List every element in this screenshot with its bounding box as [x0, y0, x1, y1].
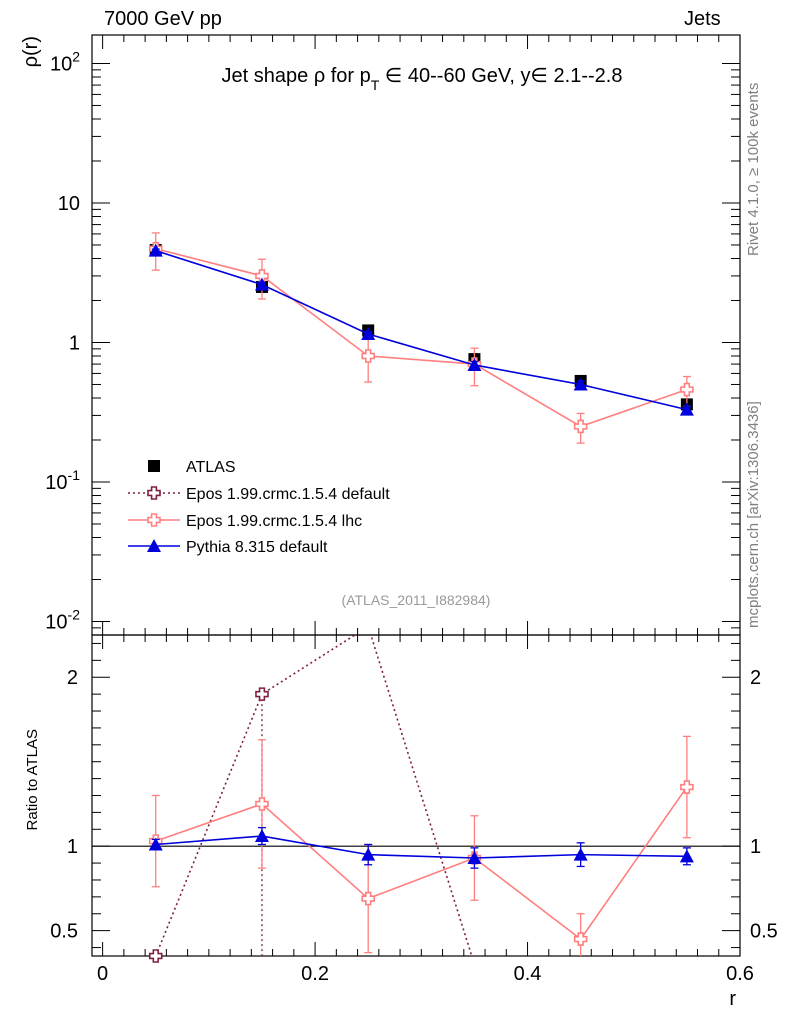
x-tick-label: 0.6	[726, 963, 754, 985]
series-2-ratio-point-shape	[255, 797, 269, 811]
series-2-ratio-point	[255, 797, 269, 811]
ratio-y-tick-label: 2	[67, 667, 78, 689]
series-2-point	[573, 419, 588, 434]
ratio-y-axis-label: Ratio to ATLAS	[24, 729, 41, 830]
series-3-ratio-point-shape	[361, 847, 376, 861]
ratio-frame	[91, 634, 741, 957]
x-tick-label: 0.2	[301, 963, 329, 985]
ratio-y-tick-label: 1	[67, 836, 78, 858]
x-axis-label: r	[729, 988, 736, 1010]
legend-marker-2	[147, 513, 161, 527]
series-3-point	[573, 377, 588, 391]
series-2-ratio-point	[361, 891, 375, 906]
series-2-ratio-point	[680, 780, 694, 794]
series-3-ratio-point	[148, 837, 163, 851]
series-3-ratio-point	[573, 847, 588, 861]
series-2-point-shape	[573, 419, 588, 434]
header-right: Jets	[684, 8, 721, 30]
series-3-point	[148, 243, 163, 257]
legend-marker-0	[148, 460, 160, 472]
series-3-point-shape	[254, 277, 269, 291]
x-tick-label: 0.4	[514, 963, 542, 985]
legend-marker-2-shape	[147, 513, 161, 527]
series-2-ratio-point-shape	[361, 891, 375, 906]
y-tick-label: 10-1	[45, 467, 80, 494]
series-2-ratio-point	[573, 932, 588, 946]
legend-label-3: Pythia 8.315 default	[186, 539, 328, 556]
series-2-ratio-point-shape	[680, 780, 694, 794]
series-3-point-shape	[361, 327, 376, 341]
series-3-ratio-point-shape	[573, 847, 588, 861]
analysis-tag: (ATLAS_2011_I882984)	[342, 592, 491, 608]
series-3-point	[679, 402, 694, 416]
ratio-y-tick-label-right: 0.5	[750, 921, 778, 943]
series-3-ratio-point-shape	[254, 829, 269, 843]
series-2-point	[680, 382, 694, 397]
series-1-ratio-point-shape	[255, 687, 269, 701]
series-3-ratio-point	[679, 849, 694, 863]
ratio-y-tick-label: 0.5	[50, 921, 78, 943]
series-3-ratio-point-shape	[148, 837, 163, 851]
series-3-point-shape	[467, 357, 482, 371]
chart-title: Jet shape ρ for pT ∈ 40--60 GeV, y∈ 2.1-…	[222, 65, 623, 93]
series-3-point	[254, 277, 269, 291]
legend-marker-0-shape	[148, 460, 160, 472]
y-tick-label: 10-2	[45, 606, 80, 633]
series-1-ratio-point	[255, 687, 269, 701]
series-3-ratio-line	[155, 835, 687, 859]
legend-label-0: ATLAS	[186, 459, 236, 476]
legend-label-2: Epos 1.99.crmc.1.5.4 lhc	[186, 513, 362, 530]
legend-marker-1-shape	[147, 486, 161, 500]
series-3-point	[467, 357, 482, 371]
y-tick-label: 1	[69, 332, 80, 354]
y-tick-label: 102	[50, 48, 80, 75]
series-1-ratio-point	[148, 949, 163, 963]
series-3-ratio-point	[361, 847, 376, 861]
series-1-ratio-line	[154, 635, 473, 956]
series-2-point-shape	[361, 349, 375, 363]
ratio-y-tick-label-right: 2	[750, 667, 761, 689]
series-3-point-shape	[573, 377, 588, 391]
legend-marker-3	[147, 539, 161, 552]
header-left: 7000 GeV pp	[104, 8, 222, 30]
y-axis-label: ρ(r)	[20, 36, 42, 67]
legend-marker-1	[147, 486, 161, 500]
series-3-ratio-point-shape	[679, 849, 694, 863]
ratio-y-tick-label-right: 1	[750, 836, 761, 858]
series-3-point-shape	[679, 402, 694, 416]
series-2-line	[155, 247, 688, 428]
series-3-point	[361, 327, 376, 341]
legend-marker-3-shape	[147, 539, 161, 552]
series-2-ratio-line	[155, 786, 688, 941]
series-3-line	[155, 249, 688, 411]
series-3-ratio-point	[467, 851, 482, 865]
series-2-ratio-point-shape	[573, 932, 588, 946]
series-1-ratio-point-shape	[148, 949, 163, 963]
x-tick-label: 0	[97, 963, 108, 985]
series-2-point-shape	[680, 382, 694, 397]
series-3-point-shape	[148, 243, 163, 257]
y-tick-label: 10	[58, 193, 80, 215]
series-2-point	[361, 349, 375, 363]
series-3-ratio-point	[254, 829, 269, 843]
series-3-ratio-point-shape	[467, 851, 482, 865]
legend-label-1: Epos 1.99.crmc.1.5.4 default	[186, 486, 390, 503]
